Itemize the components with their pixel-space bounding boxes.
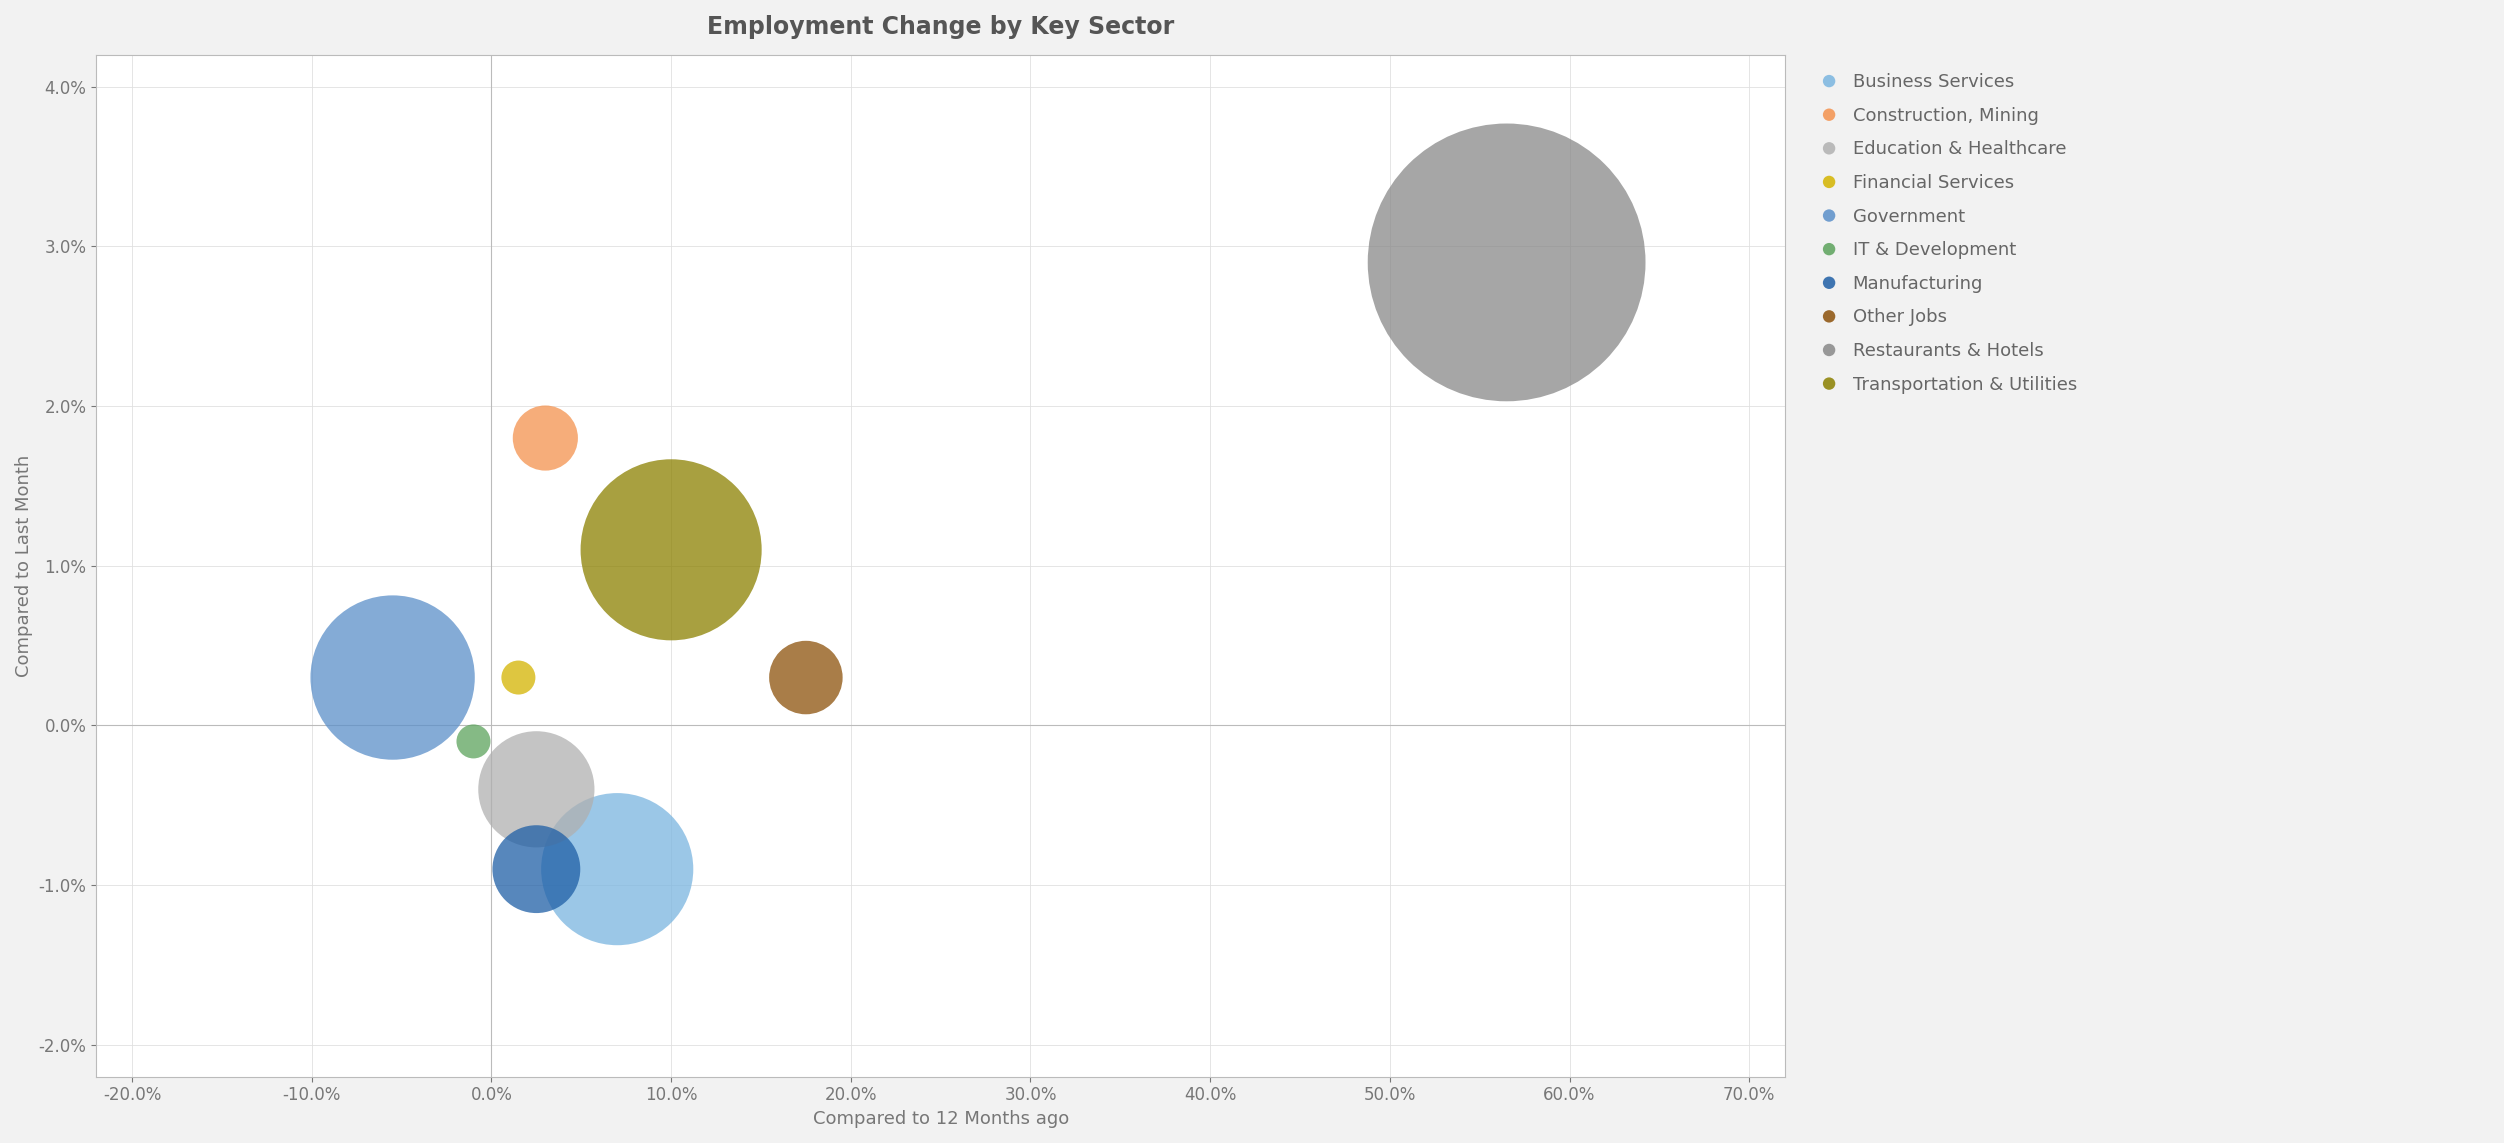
Other Jobs (786, 669, 826, 687)
Legend: Business Services, Construction, Mining, Education & Healthcare, Financial Servi: Business Services, Construction, Mining,… (1810, 64, 2086, 402)
Government (373, 669, 413, 687)
Education & Healthcare (516, 781, 556, 799)
Construction, Mining (526, 429, 566, 447)
Business Services (596, 860, 636, 878)
X-axis label: Compared to 12 Months ago: Compared to 12 Months ago (811, 1110, 1069, 1128)
Restaurants & Hotels (1487, 254, 1527, 272)
IT & Development (453, 733, 493, 751)
Transportation & Utilities (651, 541, 691, 559)
Manufacturing (516, 860, 556, 878)
Title: Employment Change by Key Sector: Employment Change by Key Sector (706, 15, 1174, 39)
Financial Services (498, 669, 538, 687)
Y-axis label: Compared to Last Month: Compared to Last Month (15, 455, 33, 677)
